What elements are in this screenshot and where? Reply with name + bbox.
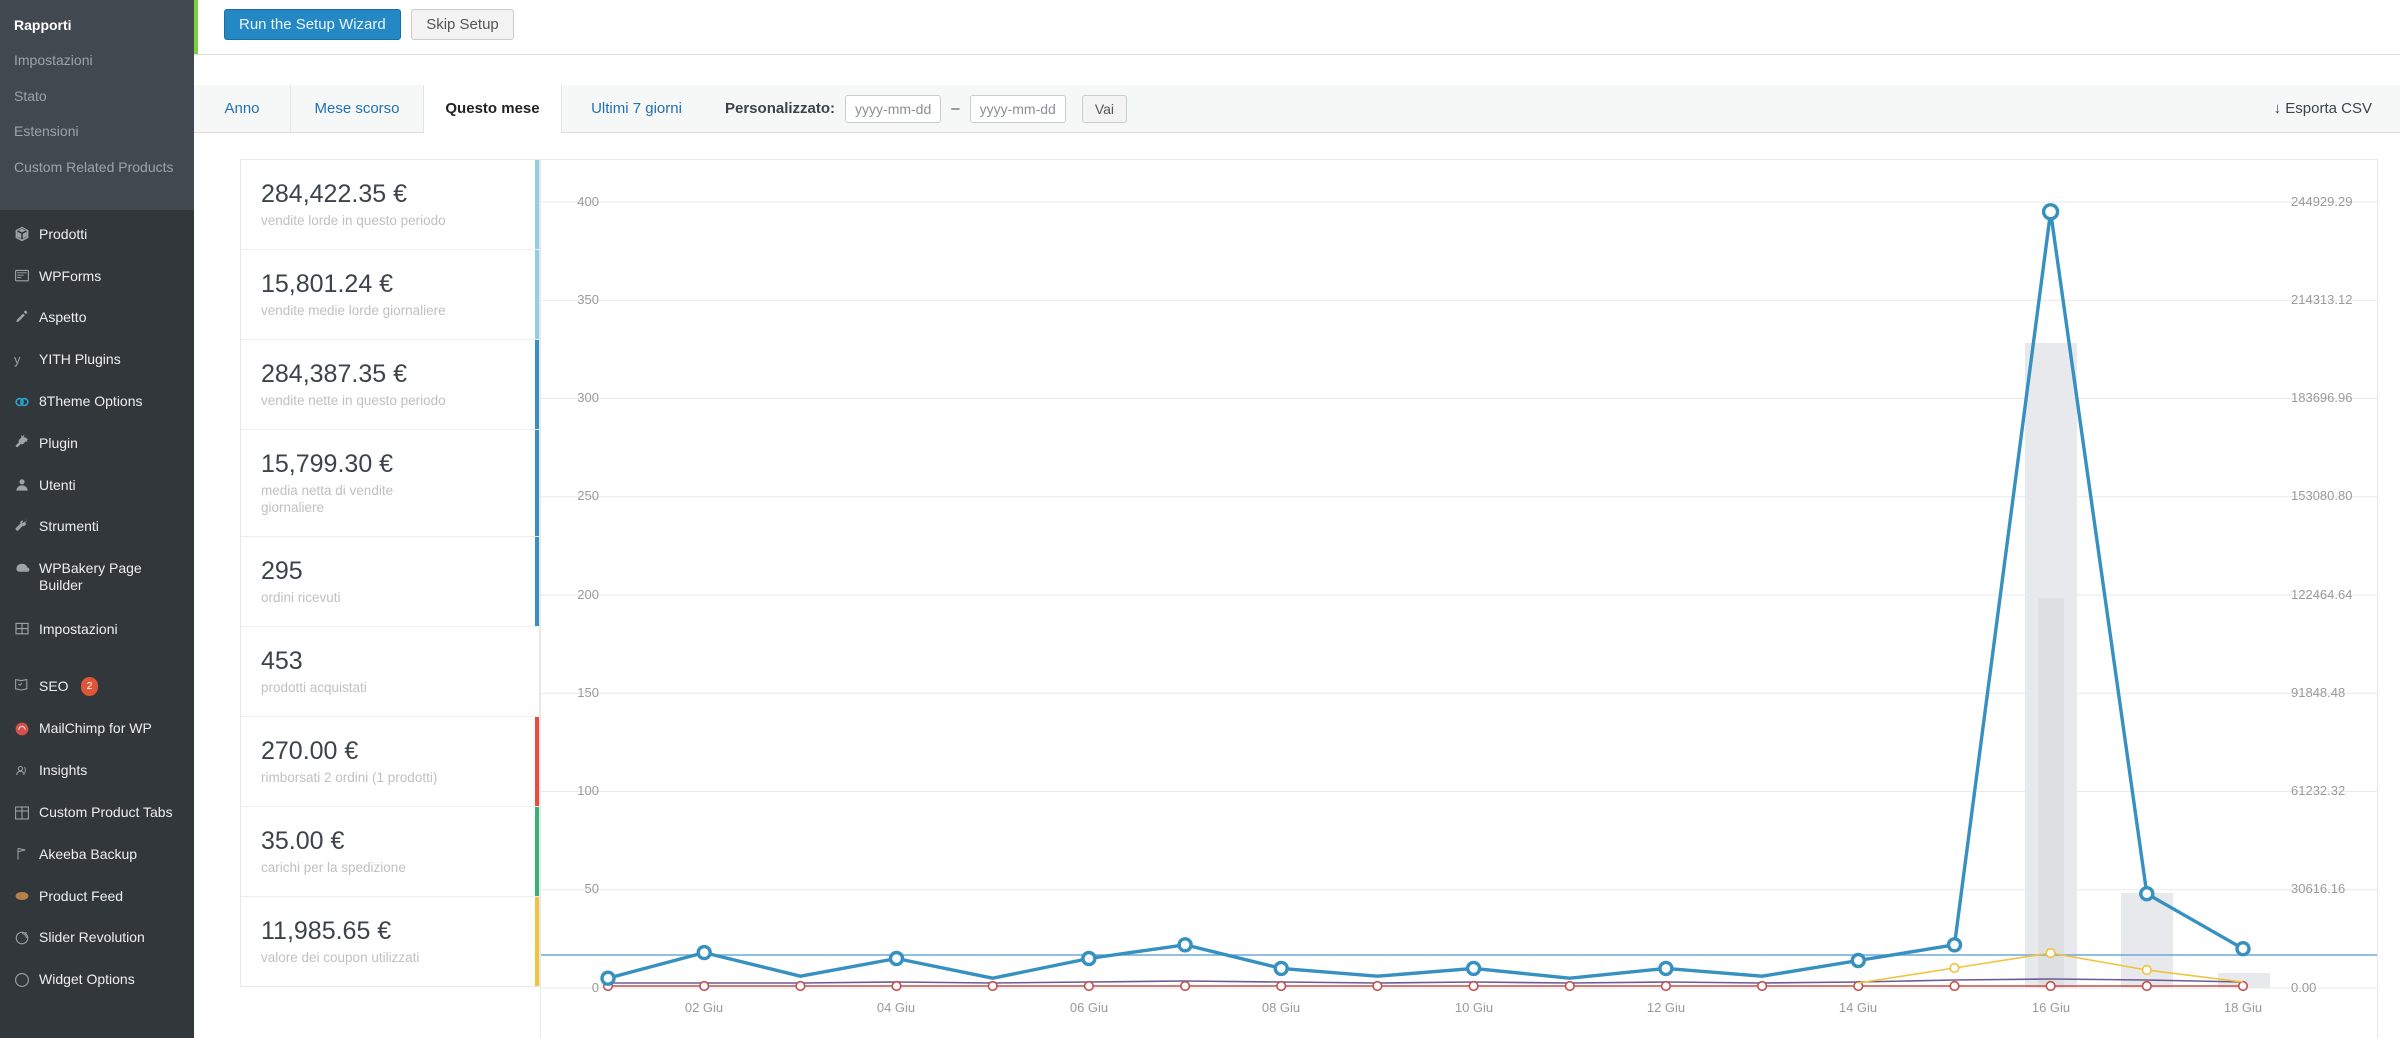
svg-text:0.00: 0.00 xyxy=(2291,980,2316,995)
svg-text:06 Giu: 06 Giu xyxy=(1070,1000,1108,1015)
svg-text:18 Giu: 18 Giu xyxy=(2224,1000,2262,1015)
svg-text:61232.32: 61232.32 xyxy=(2291,783,2345,798)
svg-text:250: 250 xyxy=(577,488,599,503)
svg-text:122464.64: 122464.64 xyxy=(2291,587,2352,602)
svg-text:50: 50 xyxy=(585,881,599,896)
svg-text:153080.80: 153080.80 xyxy=(2291,488,2352,503)
svg-text:150: 150 xyxy=(577,685,599,700)
svg-text:300: 300 xyxy=(577,390,599,405)
svg-text:04 Giu: 04 Giu xyxy=(877,1000,915,1015)
svg-text:91848.48: 91848.48 xyxy=(2291,685,2345,700)
svg-text:12 Giu: 12 Giu xyxy=(1647,1000,1685,1015)
svg-text:183696.96: 183696.96 xyxy=(2291,390,2352,405)
svg-text:08 Giu: 08 Giu xyxy=(1262,1000,1300,1015)
svg-text:02 Giu: 02 Giu xyxy=(685,1000,723,1015)
svg-text:30616.16: 30616.16 xyxy=(2291,881,2345,896)
svg-text:244929.29: 244929.29 xyxy=(2291,194,2352,209)
svg-text:10 Giu: 10 Giu xyxy=(1455,1000,1493,1015)
svg-text:350: 350 xyxy=(577,292,599,307)
svg-text:16 Giu: 16 Giu xyxy=(2032,1000,2070,1015)
svg-text:400: 400 xyxy=(577,194,599,209)
svg-text:14 Giu: 14 Giu xyxy=(1839,1000,1877,1015)
svg-text:y: y xyxy=(14,352,21,367)
svg-text:214313.12: 214313.12 xyxy=(2291,292,2352,307)
svg-text:200: 200 xyxy=(577,587,599,602)
svg-text:100: 100 xyxy=(577,783,599,798)
svg-text:0: 0 xyxy=(592,980,599,995)
